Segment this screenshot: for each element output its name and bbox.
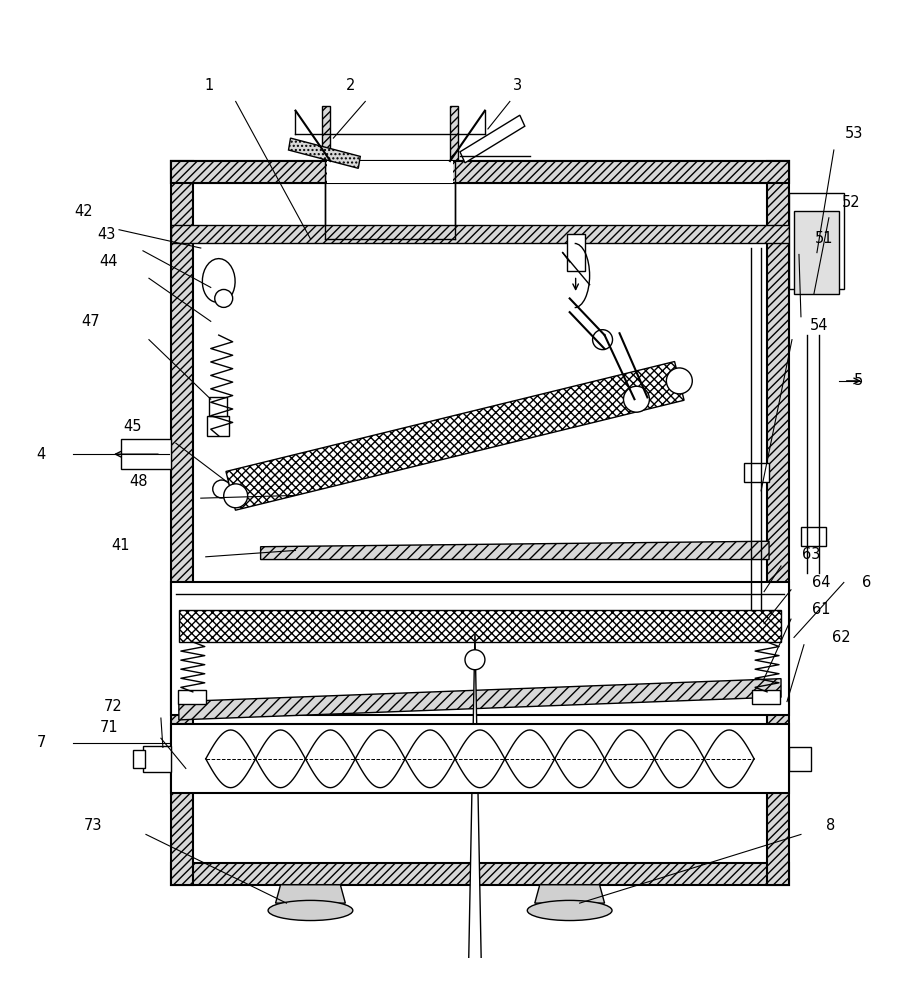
Text: 73: 73: [84, 818, 102, 833]
Bar: [171, 161, 789, 183]
Text: 5: 5: [854, 373, 864, 388]
Bar: [325, 161, 455, 239]
Circle shape: [215, 289, 233, 307]
Bar: [143, 746, 171, 772]
Bar: [789, 747, 811, 771]
Bar: [323, 106, 331, 161]
Bar: [171, 863, 789, 885]
Text: 63: 63: [801, 547, 820, 562]
Text: 54: 54: [810, 318, 828, 333]
Text: 2: 2: [346, 78, 355, 93]
Ellipse shape: [528, 900, 612, 921]
Bar: [327, 161, 453, 183]
Bar: [752, 690, 780, 704]
Polygon shape: [289, 138, 360, 168]
Polygon shape: [179, 679, 781, 720]
Text: 42: 42: [74, 204, 93, 219]
Text: 64: 64: [811, 575, 830, 590]
Text: 1: 1: [204, 78, 213, 93]
Bar: [133, 750, 145, 768]
Circle shape: [465, 650, 485, 670]
Polygon shape: [261, 541, 769, 560]
Bar: [801, 527, 826, 546]
Circle shape: [666, 368, 692, 394]
Polygon shape: [276, 885, 346, 903]
Text: 51: 51: [814, 231, 834, 246]
Text: 6: 6: [862, 575, 871, 590]
Ellipse shape: [268, 900, 353, 921]
Bar: [171, 161, 193, 885]
Text: 71: 71: [100, 720, 119, 735]
Text: 4: 4: [37, 447, 46, 462]
Text: 72: 72: [104, 699, 122, 714]
Text: 61: 61: [811, 602, 830, 617]
Text: 62: 62: [832, 630, 850, 645]
Text: 7: 7: [37, 735, 46, 750]
Polygon shape: [460, 115, 525, 163]
Bar: [178, 690, 206, 704]
Bar: [171, 161, 789, 183]
Bar: [767, 161, 789, 885]
Bar: [179, 610, 781, 642]
Text: 41: 41: [112, 538, 130, 553]
Bar: [209, 397, 227, 416]
Text: 44: 44: [99, 254, 118, 269]
Polygon shape: [226, 362, 684, 510]
Bar: [207, 416, 229, 436]
Polygon shape: [457, 633, 493, 1000]
Circle shape: [212, 480, 231, 498]
Circle shape: [223, 484, 247, 508]
Bar: [567, 234, 584, 271]
Text: 3: 3: [513, 78, 522, 93]
Text: 53: 53: [845, 126, 863, 141]
Text: 48: 48: [130, 474, 148, 489]
Bar: [171, 225, 789, 243]
Bar: [121, 439, 171, 469]
Bar: [171, 724, 789, 793]
Bar: [450, 106, 458, 161]
Text: 52: 52: [842, 195, 860, 210]
Bar: [794, 211, 839, 294]
Text: 47: 47: [82, 314, 100, 329]
Polygon shape: [202, 259, 235, 302]
Circle shape: [623, 386, 650, 412]
Bar: [789, 193, 844, 289]
Polygon shape: [535, 885, 605, 903]
Text: 8: 8: [826, 818, 835, 833]
Text: 43: 43: [96, 227, 115, 242]
Bar: [171, 582, 789, 715]
Bar: [744, 463, 769, 482]
Text: 45: 45: [124, 419, 142, 434]
Circle shape: [593, 330, 613, 350]
